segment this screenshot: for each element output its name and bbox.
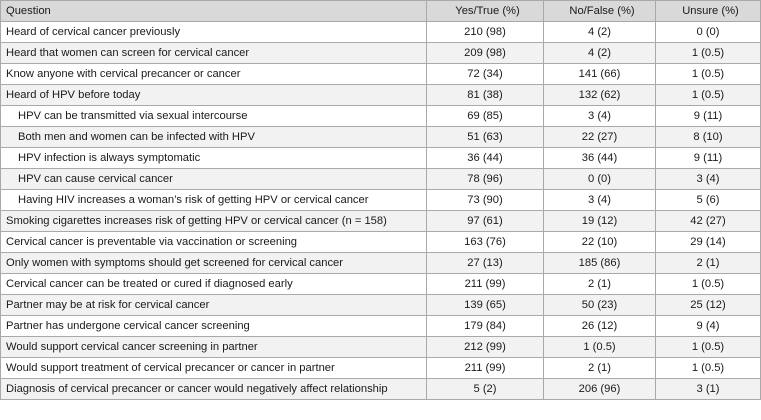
unsure-cell: 3 (4) [655,168,761,190]
unsure-cell: 9 (11) [655,105,761,127]
question-cell: Heard of HPV before today [0,84,427,106]
question-cell: Heard of cervical cancer previously [0,21,427,43]
table-row: Diagnosis of cervical precancer or cance… [0,378,761,400]
no-false-cell: 3 (4) [543,105,656,127]
unsure-cell: 1 (0.5) [655,42,761,64]
header-yes-true: Yes/True (%) [426,0,544,22]
no-false-cell: 0 (0) [543,168,656,190]
table-row: Heard that women can screen for cervical… [0,42,761,64]
table-row: Having HIV increases a woman’s risk of g… [0,189,761,211]
table-row: Partner may be at risk for cervical canc… [0,294,761,316]
table-header: Question Yes/True (%) No/False (%) Unsur… [0,0,761,22]
question-cell: Cervical cancer is preventable via vacci… [0,231,427,253]
table-row: Smoking cigarettes increases risk of get… [0,210,761,232]
unsure-cell: 2 (1) [655,252,761,274]
no-false-cell: 22 (27) [543,126,656,148]
yes-true-cell: 78 (96) [426,168,544,190]
yes-true-cell: 209 (98) [426,42,544,64]
question-cell: Heard that women can screen for cervical… [0,42,427,64]
table-row: HPV can be transmitted via sexual interc… [0,105,761,127]
yes-true-cell: 36 (44) [426,147,544,169]
yes-true-cell: 27 (13) [426,252,544,274]
no-false-cell: 4 (2) [543,42,656,64]
table-body: Heard of cervical cancer previously 210 (… [0,21,761,400]
no-false-cell: 50 (23) [543,294,656,316]
table-row: Would support treatment of cervical prec… [0,357,761,379]
question-cell: Partner has undergone cervical cancer sc… [0,315,427,337]
question-cell: Only women with symptoms should get scre… [0,252,427,274]
no-false-cell: 3 (4) [543,189,656,211]
unsure-cell: 25 (12) [655,294,761,316]
table-row: HPV infection is always symptomatic 36 (4… [0,147,761,169]
header-unsure: Unsure (%) [655,0,761,22]
yes-true-cell: 73 (90) [426,189,544,211]
yes-true-cell: 210 (98) [426,21,544,43]
no-false-cell: 4 (2) [543,21,656,43]
unsure-cell: 1 (0.5) [655,63,761,85]
yes-true-cell: 139 (65) [426,294,544,316]
table-row: Would support cervical cancer screening … [0,336,761,358]
yes-true-cell: 97 (61) [426,210,544,232]
table-row: Only women with symptoms should get scre… [0,252,761,274]
yes-true-cell: 211 (99) [426,357,544,379]
table-row: Know anyone with cervical precancer or c… [0,63,761,85]
yes-true-cell: 81 (38) [426,84,544,106]
question-cell: HPV infection is always symptomatic [0,147,427,169]
unsure-cell: 1 (0.5) [655,336,761,358]
unsure-cell: 29 (14) [655,231,761,253]
no-false-cell: 141 (66) [543,63,656,85]
question-cell: Smoking cigarettes increases risk of get… [0,210,427,232]
question-cell: Both men and women can be infected with … [0,126,427,148]
no-false-cell: 2 (1) [543,273,656,295]
table-row: Both men and women can be infected with … [0,126,761,148]
question-cell: HPV can be transmitted via sexual interc… [0,105,427,127]
header-question: Question [0,0,427,22]
table-row: Heard of cervical cancer previously 210 (… [0,21,761,43]
unsure-cell: 9 (11) [655,147,761,169]
question-cell: Know anyone with cervical precancer or c… [0,63,427,85]
unsure-cell: 1 (0.5) [655,357,761,379]
table-row: Cervical cancer is preventable via vacci… [0,231,761,253]
table-row: Heard of HPV before today 81 (38) 132 (62)… [0,84,761,106]
no-false-cell: 132 (62) [543,84,656,106]
yes-true-cell: 72 (34) [426,63,544,85]
no-false-cell: 19 (12) [543,210,656,232]
yes-true-cell: 179 (84) [426,315,544,337]
no-false-cell: 2 (1) [543,357,656,379]
unsure-cell: 3 (1) [655,378,761,400]
no-false-cell: 185 (86) [543,252,656,274]
question-cell: Diagnosis of cervical precancer or cance… [0,378,427,400]
yes-true-cell: 5 (2) [426,378,544,400]
unsure-cell: 1 (0.5) [655,84,761,106]
unsure-cell: 1 (0.5) [655,273,761,295]
header-no-false: No/False (%) [543,0,656,22]
question-cell: Partner may be at risk for cervical canc… [0,294,427,316]
no-false-cell: 1 (0.5) [543,336,656,358]
no-false-cell: 206 (96) [543,378,656,400]
question-cell: Having HIV increases a woman’s risk of g… [0,189,427,211]
unsure-cell: 8 (10) [655,126,761,148]
yes-true-cell: 212 (99) [426,336,544,358]
question-cell: Would support treatment of cervical prec… [0,357,427,379]
no-false-cell: 22 (10) [543,231,656,253]
question-cell: Cervical cancer can be treated or cured … [0,273,427,295]
survey-results-table: Question Yes/True (%) No/False (%) Unsur… [0,0,761,400]
unsure-cell: 0 (0) [655,21,761,43]
unsure-cell: 9 (4) [655,315,761,337]
table-row: Partner has undergone cervical cancer sc… [0,315,761,337]
yes-true-cell: 163 (76) [426,231,544,253]
question-cell: Would support cervical cancer screening … [0,336,427,358]
unsure-cell: 5 (6) [655,189,761,211]
no-false-cell: 26 (12) [543,315,656,337]
unsure-cell: 42 (27) [655,210,761,232]
table-row: HPV can cause cervical cancer 78 (96) 0 (0… [0,168,761,190]
question-cell: HPV can cause cervical cancer [0,168,427,190]
header-row: Question Yes/True (%) No/False (%) Unsur… [0,0,761,22]
yes-true-cell: 69 (85) [426,105,544,127]
no-false-cell: 36 (44) [543,147,656,169]
yes-true-cell: 211 (99) [426,273,544,295]
yes-true-cell: 51 (63) [426,126,544,148]
table-row: Cervical cancer can be treated or cured … [0,273,761,295]
